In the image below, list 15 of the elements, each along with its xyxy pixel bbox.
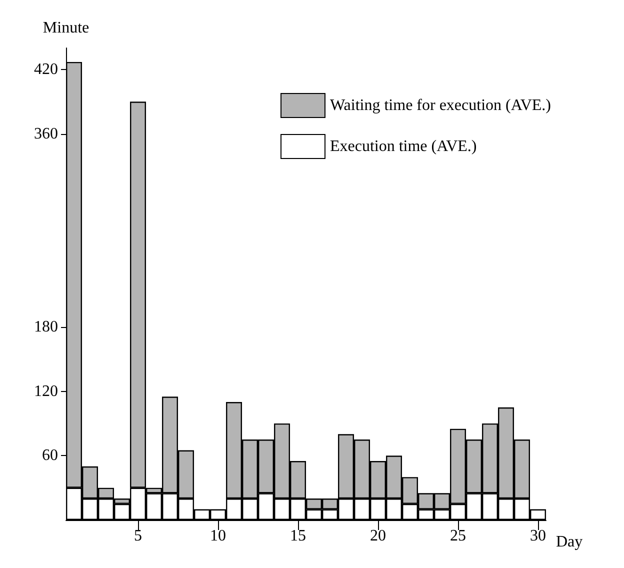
x-tick-label: 10 (210, 528, 226, 544)
legend-label: Execution time (AVE.) (330, 138, 477, 155)
y-tick-label: 60 (42, 447, 58, 464)
x-tick-label: 5 (134, 528, 142, 544)
x-tick-label: 30 (530, 528, 546, 544)
legend-label: Waiting time for execution (AVE.) (330, 97, 552, 114)
y-axis-title: Minute (42, 20, 90, 36)
x-axis-title: Day (556, 534, 583, 550)
y-tick-label: 180 (34, 318, 58, 336)
x-tick-label: 15 (290, 528, 306, 544)
x-tick-label: 25 (450, 528, 466, 544)
y-tick-label: 420 (34, 60, 58, 78)
y-tick-label: 120 (34, 382, 58, 400)
y-tick-label: 360 (34, 125, 58, 142)
x-tick-label: 20 (370, 528, 386, 544)
